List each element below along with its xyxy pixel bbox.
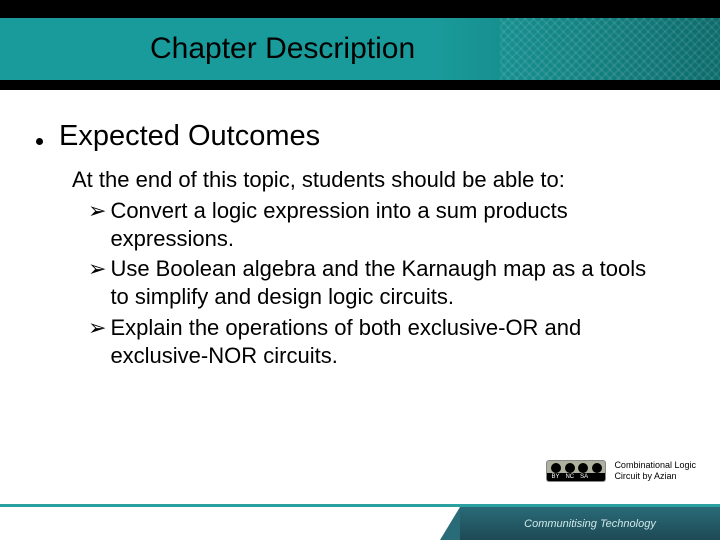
content-area: Expected Outcomes At the end of this top… (0, 90, 720, 370)
footer-brand-text: Communitising Technology (524, 518, 656, 530)
section-heading: Expected Outcomes (59, 120, 320, 153)
header-black-bar: Chapter Description (0, 0, 720, 90)
bullet-dot-icon (36, 138, 43, 145)
attribution-block: BY NC SA Combinational Logic Circuit by … (546, 460, 696, 482)
list-item: ➢ Explain the operations of both exclusi… (88, 314, 684, 370)
footer: Communitising Technology (0, 504, 720, 540)
arrow-bullet-icon: ➢ (88, 255, 106, 311)
intro-text: At the end of this topic, students shoul… (72, 167, 684, 193)
cc-sa-label: SA (580, 474, 588, 480)
attribution-line2: Circuit by Azian (614, 471, 696, 482)
footer-brand: Communitising Technology (460, 507, 720, 540)
cc-by-label: BY (551, 474, 559, 480)
arrow-bullet-icon: ➢ (88, 314, 106, 370)
footer-bar: Communitising Technology (0, 507, 720, 540)
outcome-text: Explain the operations of both exclusive… (110, 314, 670, 370)
cc-license-icon: BY NC SA (546, 460, 606, 482)
arrow-bullet-icon: ➢ (88, 197, 106, 253)
section-row: Expected Outcomes (36, 120, 684, 153)
outcome-text: Convert a logic expression into a sum pr… (110, 197, 670, 253)
cc-nc-label: NC (565, 474, 574, 480)
list-item: ➢ Convert a logic expression into a sum … (88, 197, 684, 253)
slide-title: Chapter Description (150, 32, 415, 66)
attribution-text: Combinational Logic Circuit by Azian (614, 460, 696, 482)
header-teal-band: Chapter Description (0, 18, 720, 80)
outcome-text: Use Boolean algebra and the Karnaugh map… (110, 255, 670, 311)
attribution-line1: Combinational Logic (614, 460, 696, 471)
list-item: ➢ Use Boolean algebra and the Karnaugh m… (88, 255, 684, 311)
outcome-list: ➢ Convert a logic expression into a sum … (88, 197, 684, 370)
